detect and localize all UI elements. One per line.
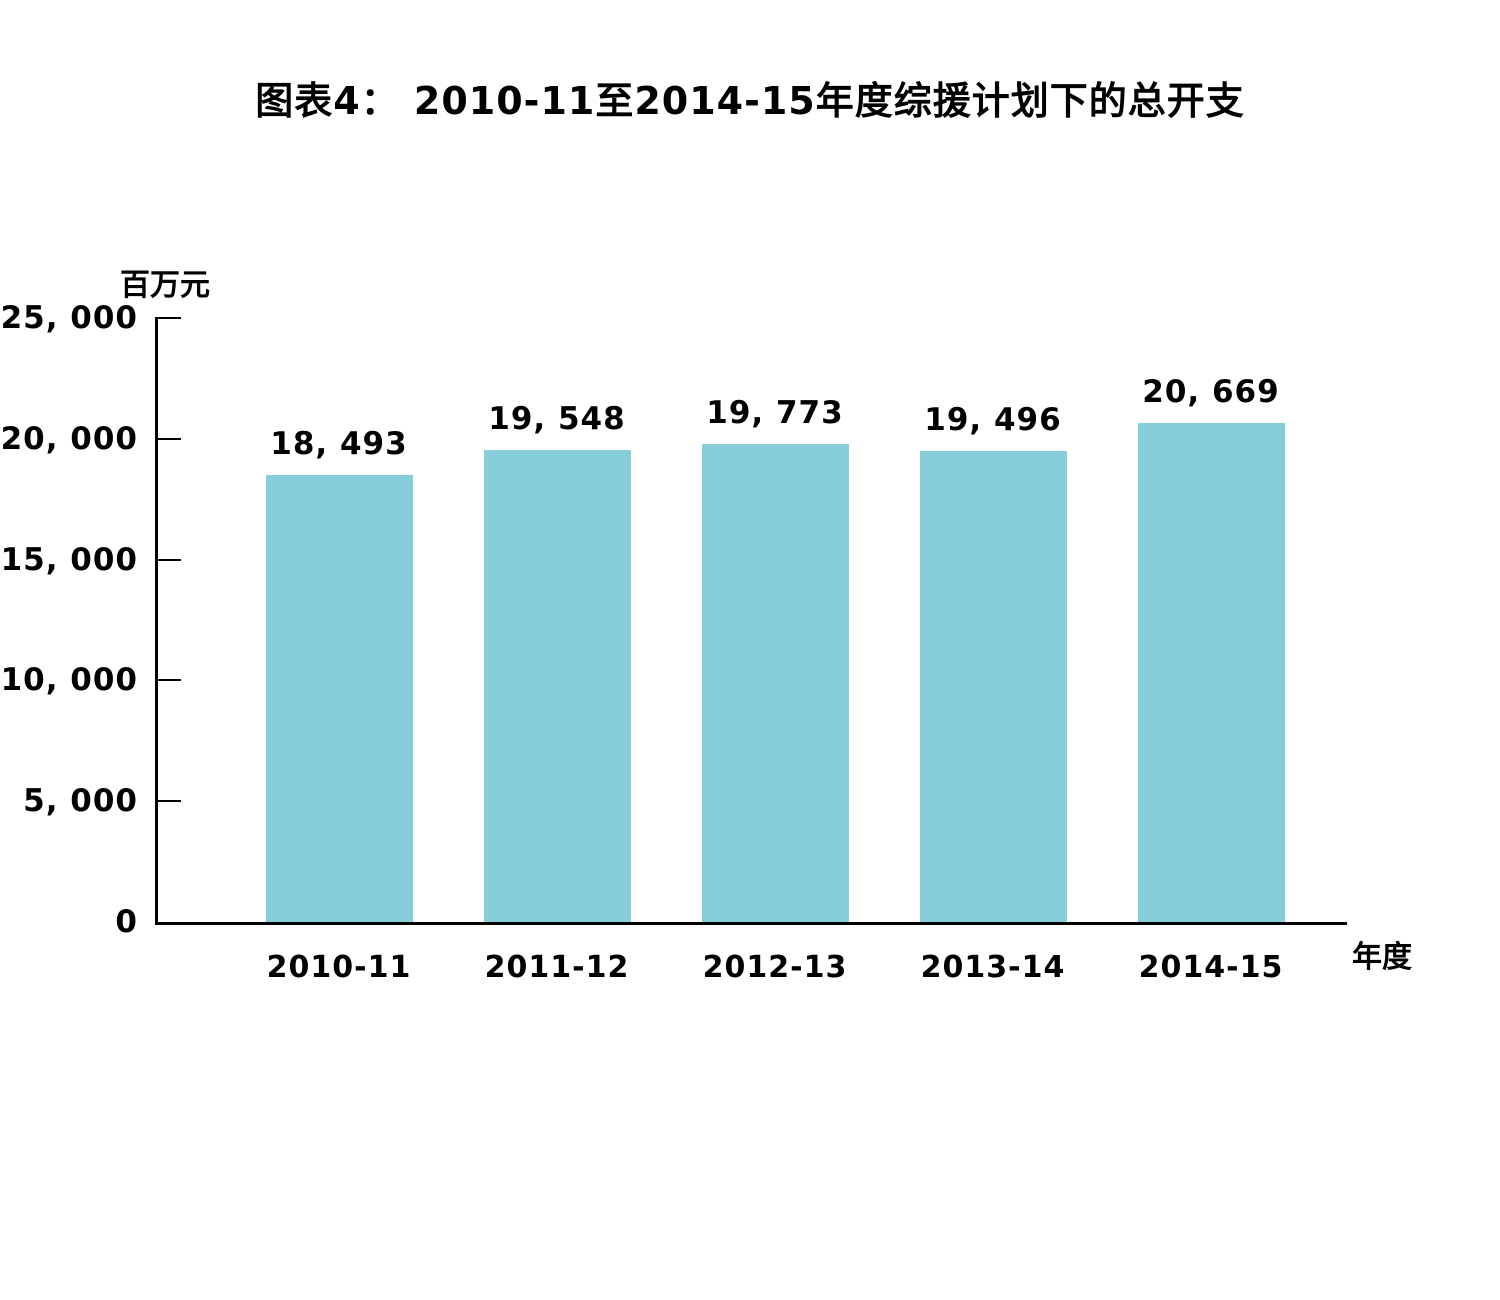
- chart-title: 图表4： 2010-11至2014-15年度综援计划下的总开支: [255, 79, 1245, 123]
- y-axis-tick-label: 5, 000: [23, 783, 138, 820]
- bar-value-label: 19, 496: [924, 401, 1062, 438]
- x-axis-category-label: 2013-14: [920, 950, 1066, 985]
- x-axis-category-label: 2011-12: [484, 950, 630, 985]
- bar: [265, 475, 413, 922]
- y-axis-line: [155, 318, 158, 925]
- x-axis-category-label: 2014-15: [1138, 950, 1284, 985]
- bar: [483, 449, 631, 922]
- y-axis-tick: [155, 317, 181, 319]
- x-axis-category-label: 2012-13: [702, 950, 848, 985]
- y-axis-tick-label: 15, 000: [0, 541, 138, 578]
- bar-value-label: 19, 773: [706, 395, 844, 432]
- x-axis-line: [155, 922, 1347, 925]
- y-axis-tick-label: 20, 000: [0, 420, 138, 457]
- bar: [919, 450, 1067, 922]
- bar: [701, 444, 849, 922]
- y-axis-tick-label: 25, 000: [0, 300, 138, 336]
- y-axis-tick: [155, 800, 181, 803]
- x-axis-title: 年度: [1352, 940, 1412, 975]
- y-axis-tick-label: 10, 000: [0, 662, 138, 699]
- bar-value-label: 19, 548: [488, 400, 626, 437]
- y-axis-tick-label: 0: [115, 904, 138, 940]
- bar-value-label: 20, 669: [1142, 373, 1280, 410]
- bar: [1137, 422, 1285, 922]
- bar-value-label: 18, 493: [270, 426, 408, 463]
- y-axis-tick: [155, 679, 181, 682]
- y-axis-unit-label: 百万元: [120, 268, 210, 303]
- y-axis-tick: [155, 437, 181, 440]
- x-axis-category-label: 2010-11: [266, 950, 412, 985]
- y-axis-tick: [155, 558, 181, 561]
